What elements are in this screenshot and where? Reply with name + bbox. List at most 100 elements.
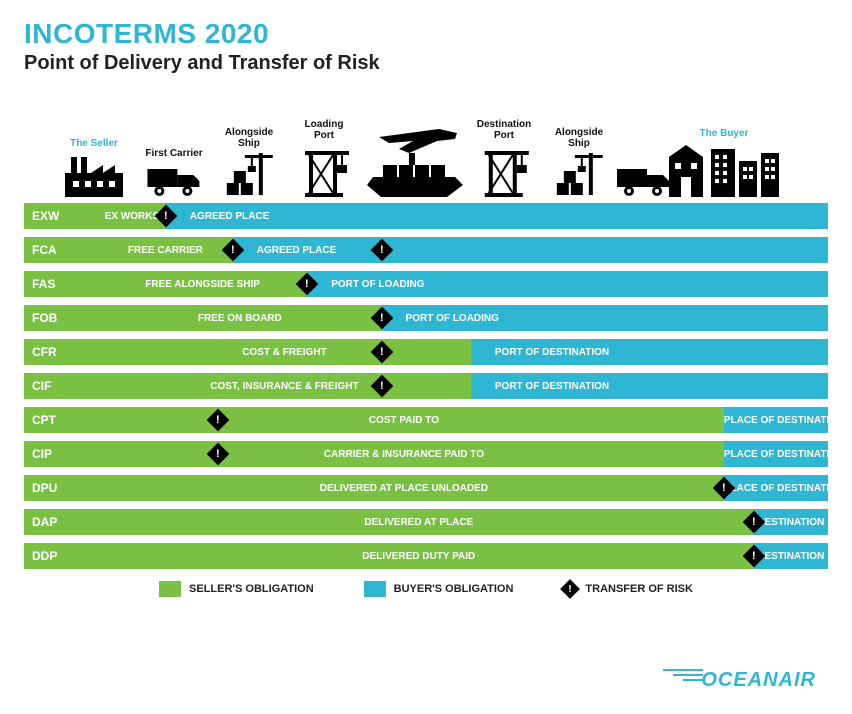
incoterm-code: DPU — [24, 475, 84, 501]
seller-segment: COST & FREIGHT — [84, 339, 471, 365]
row-fob: FOBFREE ON BOARDPORT OF LOADING — [24, 305, 828, 331]
page-subtitle: Point of Delivery and Transfer of Risk — [24, 52, 828, 75]
buyer-segment: PORT OF LOADING — [382, 305, 828, 331]
legend: SELLER'S OBLIGATION BUYER'S OBLIGATION T… — [24, 581, 828, 597]
seller-label: DELIVERED AT PLACE UNLOADED — [84, 483, 724, 494]
incoterm-code: CIP — [24, 441, 84, 467]
seller-label: COST PAID TO — [84, 415, 724, 426]
buyer-label: PLACE OF DESTINATION — [724, 483, 828, 494]
obligation-bar: FREE ON BOARDPORT OF LOADING — [84, 305, 828, 331]
legend-risk: TRANSFER OF RISK — [563, 581, 693, 597]
row-cpt: CPTCOST PAID TOPLACE OF DESTINATION — [24, 407, 828, 433]
stage-label: The Seller — [65, 138, 123, 149]
stages-header: The Seller First Carrier Alongside Ship Loa… — [24, 89, 828, 197]
seller-label: FREE ON BOARD — [84, 313, 382, 324]
row-exw: EXWEX WORKSAGREED PLACE — [24, 203, 828, 229]
stage-buildings: The Buyer — [669, 128, 779, 197]
incoterm-code: EXW — [24, 203, 84, 229]
row-cif: CIFCOST, INSURANCE & FREIGHTPORT OF DEST… — [24, 373, 828, 399]
row-cfr: CFRCOST & FREIGHTPORT OF DESTINATION — [24, 339, 828, 365]
legend-swatch-buyer — [364, 581, 386, 597]
obligation-bar: COST, INSURANCE & FREIGHTPORT OF DESTINA… — [84, 373, 828, 399]
buyer-label: AGREED PLACE — [233, 245, 828, 256]
stage-label: Alongside Ship — [225, 127, 273, 149]
buyer-label: PORT OF LOADING — [307, 279, 828, 290]
stage-label: First Carrier — [145, 148, 202, 159]
seller-label: DELIVERED DUTY PAID — [84, 551, 754, 562]
logo-text: OCEANAIR — [701, 669, 816, 691]
buyer-label: PLACE OF DESTINATION — [724, 415, 828, 426]
obligation-bar: DELIVERED AT PLACEDESTINATION — [84, 509, 828, 535]
buyer-segment: PORT OF LOADING — [307, 271, 828, 297]
seller-segment: FREE CARRIER — [84, 237, 233, 263]
incoterm-code: CFR — [24, 339, 84, 365]
stage-label: Loading Port — [297, 119, 351, 141]
buyer-label: PORT OF DESTINATION — [471, 381, 828, 392]
boxes-crane-icon — [225, 153, 273, 197]
row-dap: DAPDELIVERED AT PLACEDESTINATION — [24, 509, 828, 535]
stage-label: Destination Port — [477, 119, 531, 141]
seller-label: COST & FREIGHT — [84, 347, 471, 358]
legend-swatch-risk — [561, 579, 581, 599]
buyer-segment: PLACE OF DESTINATION — [724, 441, 828, 467]
buyer-segment: AGREED PLACE — [233, 237, 828, 263]
buyer-label: PLACE OF DESTINATION — [724, 449, 828, 460]
row-dpu: DPUDELIVERED AT PLACE UNLOADEDPLACE OF D… — [24, 475, 828, 501]
obligation-bar: CARRIER & INSURANCE PAID TOPLACE OF DEST… — [84, 441, 828, 467]
boxes-crane-icon — [555, 153, 603, 197]
seller-segment: DELIVERED AT PLACE UNLOADED — [84, 475, 724, 501]
stage-truck — [617, 163, 671, 197]
legend-buyer: BUYER'S OBLIGATION — [364, 581, 514, 597]
row-fas: FASFREE ALONGSIDE SHIPPORT OF LOADING — [24, 271, 828, 297]
factory-icon — [65, 153, 123, 197]
stage-label: Alongside Ship — [555, 127, 603, 149]
seller-segment: COST, INSURANCE & FREIGHT — [84, 373, 471, 399]
obligation-bar: DELIVERED DUTY PAIDDESTINATION — [84, 543, 828, 569]
seller-label: CARRIER & INSURANCE PAID TO — [84, 449, 724, 460]
page-title: INCOTERMS 2020 — [24, 18, 828, 50]
obligation-bar: DELIVERED AT PLACE UNLOADEDPLACE OF DEST… — [84, 475, 828, 501]
plane-ship-icon — [359, 119, 469, 197]
row-ddp: DDPDELIVERED DUTY PAIDDESTINATION — [24, 543, 828, 569]
row-cip: CIPCARRIER & INSURANCE PAID TOPLACE OF D… — [24, 441, 828, 467]
stage-factory: The Seller — [65, 138, 123, 197]
seller-label: FREE ALONGSIDE SHIP — [84, 279, 307, 290]
stage-boxes-crane: Alongside Ship — [555, 127, 603, 197]
seller-label: DELIVERED AT PLACE — [84, 517, 754, 528]
buyer-segment: PORT OF DESTINATION — [471, 339, 828, 365]
legend-swatch-seller — [159, 581, 181, 597]
seller-label: FREE CARRIER — [84, 245, 233, 256]
seller-segment: DELIVERED DUTY PAID — [84, 543, 754, 569]
legend-risk-label: TRANSFER OF RISK — [585, 583, 693, 595]
buyer-label: PORT OF LOADING — [382, 313, 828, 324]
brand-logo: OCEANAIR — [663, 669, 816, 692]
obligation-bar: FREE ALONGSIDE SHIPPORT OF LOADING — [84, 271, 828, 297]
buyer-segment: PLACE OF DESTINATION — [724, 475, 828, 501]
stage-plane-ship — [359, 119, 469, 197]
obligation-bar: EX WORKSAGREED PLACE — [84, 203, 828, 229]
port-crane-icon — [477, 145, 531, 197]
obligation-bar: COST PAID TOPLACE OF DESTINATION — [84, 407, 828, 433]
incoterm-code: FCA — [24, 237, 84, 263]
truck-icon — [617, 163, 671, 197]
stage-truck: First Carrier — [145, 148, 202, 197]
buyer-segment: AGREED PLACE — [166, 203, 828, 229]
seller-label: COST, INSURANCE & FREIGHT — [84, 381, 471, 392]
incoterm-code: CPT — [24, 407, 84, 433]
seller-segment: CARRIER & INSURANCE PAID TO — [84, 441, 724, 467]
incoterm-code: DDP — [24, 543, 84, 569]
row-fca: FCAFREE CARRIERAGREED PLACE — [24, 237, 828, 263]
legend-seller: SELLER'S OBLIGATION — [159, 581, 314, 597]
incoterm-code: FAS — [24, 271, 84, 297]
obligation-bar: FREE CARRIERAGREED PLACE — [84, 237, 828, 263]
buyer-segment: PORT OF DESTINATION — [471, 373, 828, 399]
obligation-bar: COST & FREIGHTPORT OF DESTINATION — [84, 339, 828, 365]
legend-buyer-label: BUYER'S OBLIGATION — [394, 583, 514, 595]
incoterm-code: FOB — [24, 305, 84, 331]
seller-segment: FREE ON BOARD — [84, 305, 382, 331]
buildings-icon — [669, 143, 779, 197]
logo-stripes-icon — [663, 669, 703, 683]
stage-label: The Buyer — [669, 128, 779, 139]
seller-segment: FREE ALONGSIDE SHIP — [84, 271, 307, 297]
stage-port-crane: Destination Port — [477, 119, 531, 197]
